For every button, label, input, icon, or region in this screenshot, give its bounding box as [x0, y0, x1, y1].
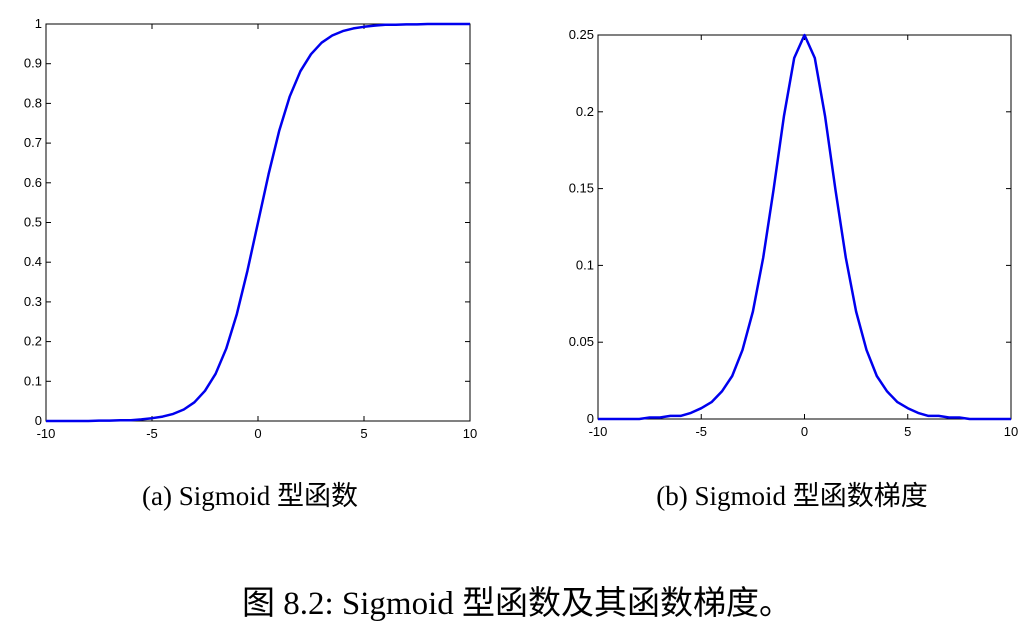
y-tick-label: 0.4 — [24, 254, 42, 269]
y-tick-label: 0.8 — [24, 95, 42, 110]
y-tick-label: 0.1 — [24, 373, 42, 388]
x-tick-label: 10 — [1004, 424, 1018, 439]
subcaption: (b) Sigmoid 型函数梯度 — [656, 481, 928, 511]
curve — [46, 22, 470, 423]
y-tick-label: 0.15 — [569, 181, 594, 196]
y-tick-label: 0.05 — [569, 334, 594, 349]
x-tick-label: -5 — [146, 426, 158, 441]
y-tick-label: 0.5 — [24, 215, 42, 230]
x-tick-label: -10 — [37, 426, 56, 441]
figure-caption: 图 8.2: Sigmoid 型函数及其函数梯度。 — [242, 585, 792, 622]
y-tick-label: 0 — [587, 411, 594, 426]
x-tick-label: 5 — [360, 426, 367, 441]
y-tick-label: 0.25 — [569, 27, 594, 42]
x-tick-label: 0 — [254, 426, 261, 441]
plot-frame — [597, 34, 1012, 420]
y-tick-label: 0.1 — [576, 257, 594, 272]
y-tick-label: 1 — [35, 16, 42, 31]
x-tick-label: -10 — [589, 424, 608, 439]
curve — [598, 33, 1011, 421]
x-tick-label: 10 — [463, 426, 477, 441]
y-tick-label: 0.2 — [24, 334, 42, 349]
subcaption: (a) Sigmoid 型函数 — [142, 481, 358, 511]
y-tick-label: 0.2 — [576, 104, 594, 119]
y-tick-label: 0.7 — [24, 135, 42, 150]
x-tick-label: 5 — [904, 424, 911, 439]
x-tick-label: 0 — [801, 424, 808, 439]
y-tick-label: 0 — [35, 413, 42, 428]
y-tick-label: 0.3 — [24, 294, 42, 309]
x-tick-label: -5 — [695, 424, 707, 439]
y-tick-label: 0.9 — [24, 56, 42, 71]
y-tick-label: 0.6 — [24, 175, 42, 190]
